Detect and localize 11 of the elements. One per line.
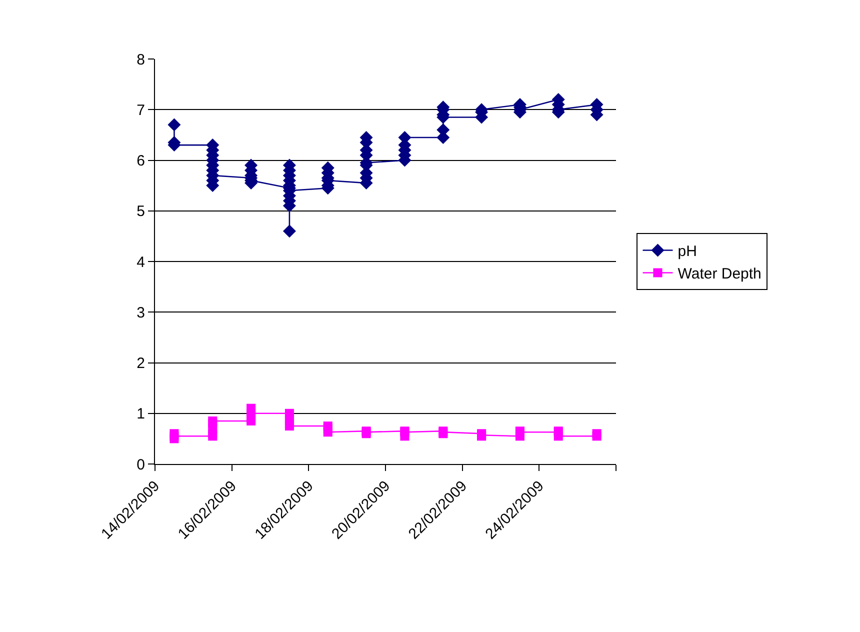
legend-label: pH xyxy=(678,243,697,260)
y-tick-label: 2 xyxy=(136,355,145,372)
y-tick-label: 1 xyxy=(136,406,145,423)
y-tick-label: 8 xyxy=(136,51,145,68)
y-tick-label: 6 xyxy=(136,152,145,170)
y-tick-label: 7 xyxy=(136,102,145,119)
y-tick-label: 5 xyxy=(136,203,145,220)
y-tick-label: 0 xyxy=(136,456,145,474)
y-tick-label: 4 xyxy=(136,254,145,271)
legend-label: Water Depth xyxy=(678,266,762,283)
y-tick-label: 3 xyxy=(136,304,145,322)
